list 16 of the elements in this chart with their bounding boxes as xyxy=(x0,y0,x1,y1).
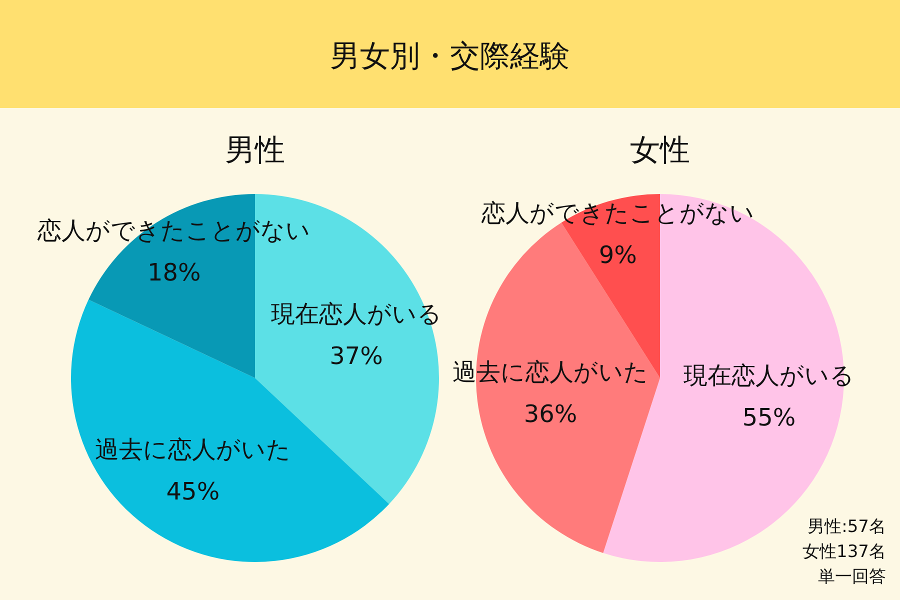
data-label: 36% xyxy=(524,400,578,428)
chart-subtitle: 女性 xyxy=(630,133,690,168)
pie-slice xyxy=(71,300,390,562)
data-label: 45% xyxy=(166,477,220,506)
text: 女性137名 xyxy=(802,542,886,562)
data-label: 37% xyxy=(330,342,383,370)
slice-label: 現在恋人がいる xyxy=(684,361,855,390)
data-label: 18% xyxy=(147,258,201,287)
chart-subtitle: 男性 xyxy=(225,133,285,168)
slice-label: 過去に恋人がいた xyxy=(452,358,648,386)
chart-title: 男女別・交際経験 xyxy=(330,39,570,74)
data-label: 9% xyxy=(598,241,637,270)
data-label: 55% xyxy=(742,403,796,432)
text: 単一回答 xyxy=(818,567,886,587)
slice-label: 過去に恋人がいた xyxy=(94,435,291,464)
text: 男性:57名 xyxy=(808,517,886,537)
